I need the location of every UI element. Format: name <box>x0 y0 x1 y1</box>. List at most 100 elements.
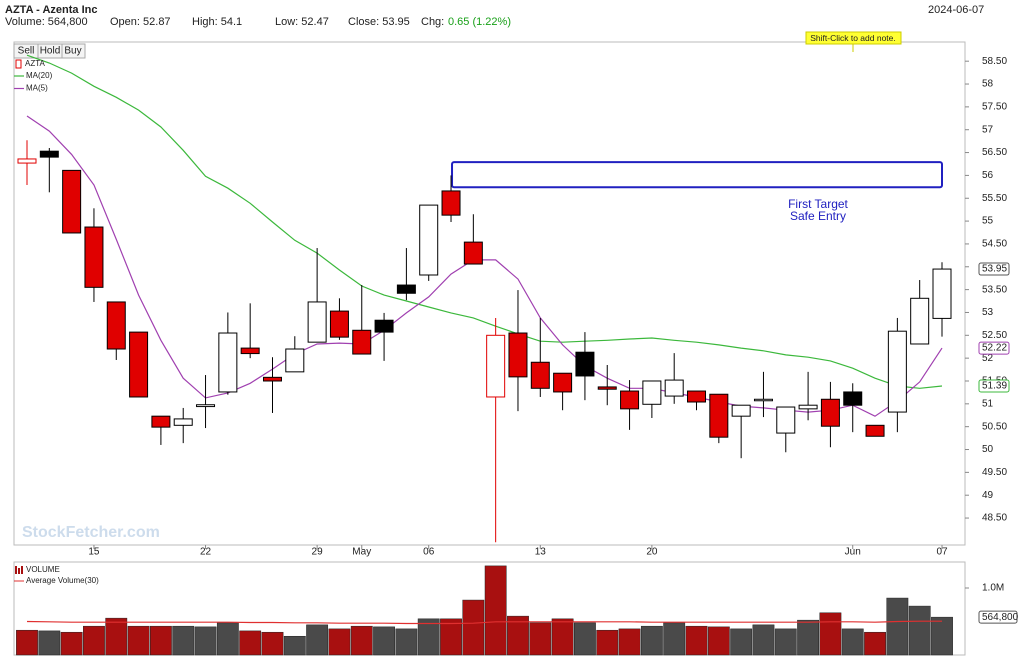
volume-bar <box>908 605 931 656</box>
y-tick-label: 53.50 <box>982 284 1007 295</box>
note-text[interactable]: Shift-Click to add note. <box>810 33 896 43</box>
y-tick-label: 54.50 <box>982 239 1007 250</box>
buy-label[interactable]: Buy <box>64 46 81 57</box>
sell-label[interactable]: Sell <box>18 46 35 57</box>
volume-bar <box>105 617 128 656</box>
legend-candle <box>15 59 22 69</box>
target-zone <box>451 161 943 189</box>
value-tag <box>978 379 1010 393</box>
candle-body <box>240 347 260 355</box>
x-tick-label: 13 <box>535 547 547 558</box>
header-low: Low: 52.47 <box>275 16 329 28</box>
series-line <box>26 115 943 417</box>
y-tick-label: 55 <box>982 216 994 227</box>
candle-body <box>642 380 662 405</box>
y-tick-label: 56.50 <box>982 147 1007 158</box>
y-tick-label: 48.50 <box>982 513 1007 524</box>
x-tick-label: Jun <box>845 547 861 558</box>
candle-body <box>820 398 840 427</box>
volume-bar <box>841 628 864 656</box>
volume-bar <box>440 618 462 656</box>
candle-body <box>709 393 729 438</box>
volume-bar <box>306 624 329 656</box>
volume-bar <box>685 625 708 656</box>
y-tick-label: 57 <box>982 124 994 135</box>
candle-body <box>196 404 216 408</box>
volume-bar <box>127 625 150 656</box>
y-tick-label: 52.50 <box>982 330 1007 341</box>
candle-body <box>753 398 773 402</box>
volume-bar <box>283 635 306 656</box>
header-change: 0.65 (1.22%) <box>448 16 511 28</box>
legend-label: MA(5) <box>26 84 48 93</box>
y-tick-label: 49.50 <box>982 467 1007 478</box>
volume-bar <box>819 612 842 656</box>
volume-bar <box>640 625 663 656</box>
candle-body <box>329 310 349 338</box>
y-tick-label: 51 <box>982 398 994 409</box>
candle-body <box>530 361 550 389</box>
volume-bar <box>83 625 105 656</box>
x-tick-label: May <box>352 547 371 558</box>
y-tick-label: 52 <box>982 353 994 364</box>
candle-body <box>575 351 595 377</box>
candle-body <box>553 372 573 393</box>
header-close: Close: 53.95 <box>348 16 410 28</box>
volume-bar <box>574 622 596 656</box>
y-tick-label: 57.50 <box>982 102 1007 113</box>
candle-body <box>307 301 327 343</box>
x-tick-label: 22 <box>200 547 212 558</box>
volume-bar <box>730 628 753 656</box>
volume-bar <box>149 625 172 656</box>
header-date: 2024-06-07 <box>928 4 984 16</box>
volume-bar <box>417 618 440 656</box>
volume-bar <box>239 630 262 656</box>
x-tick-label: 07 <box>936 547 948 558</box>
volume-bar <box>38 630 61 656</box>
y-tick-label: 49 <box>982 490 994 501</box>
legend-label: AZTA <box>25 59 46 68</box>
volume-bar <box>395 628 418 656</box>
volume-bar <box>886 597 909 656</box>
candle-body <box>129 331 149 398</box>
candle-body <box>731 404 751 417</box>
candle-body <box>620 390 640 410</box>
header-volume: Volume: 564,800 <box>5 16 88 28</box>
volume-bar <box>328 628 351 656</box>
volume-bar <box>663 622 686 656</box>
candle-body <box>441 190 461 216</box>
legend-label: MA(20) <box>26 71 53 80</box>
candle-body <box>664 379 684 397</box>
volume-bar <box>931 616 953 656</box>
volume-bar <box>507 615 529 656</box>
candle-body <box>396 284 416 294</box>
x-tick-label: 29 <box>312 547 324 558</box>
candle-body <box>84 226 104 288</box>
trade-buttons: Sell Hold Buy <box>13 43 86 59</box>
candle-body <box>597 386 617 390</box>
volume-bar <box>797 619 820 656</box>
value-tag-label: 53.95 <box>982 264 1007 275</box>
legend-label: Average Volume(30) <box>26 576 99 585</box>
volume-bar <box>373 626 395 656</box>
candle-body <box>374 319 394 333</box>
watermark: StockFetcher.com <box>22 524 160 541</box>
volume-bar <box>60 631 83 656</box>
volume-bar <box>261 631 284 656</box>
price-frame <box>13 41 966 546</box>
volume-bar <box>551 618 574 656</box>
target-text: Safe Entry <box>790 209 846 223</box>
volume-bar <box>752 624 775 656</box>
y-tick-label: 55.50 <box>982 193 1007 204</box>
y-tick-label: 50 <box>982 444 994 455</box>
y-tick-label: 1.0M <box>982 583 1004 594</box>
value-tag <box>978 610 1018 624</box>
candle-body <box>17 158 37 164</box>
candle-body <box>352 329 372 355</box>
volume-bar <box>216 622 239 656</box>
hold-label[interactable]: Hold <box>40 46 61 57</box>
buy-button[interactable] <box>61 43 86 59</box>
symbol-title: AZTA - Azenta Inc <box>5 4 97 16</box>
volume-bar <box>618 628 641 656</box>
